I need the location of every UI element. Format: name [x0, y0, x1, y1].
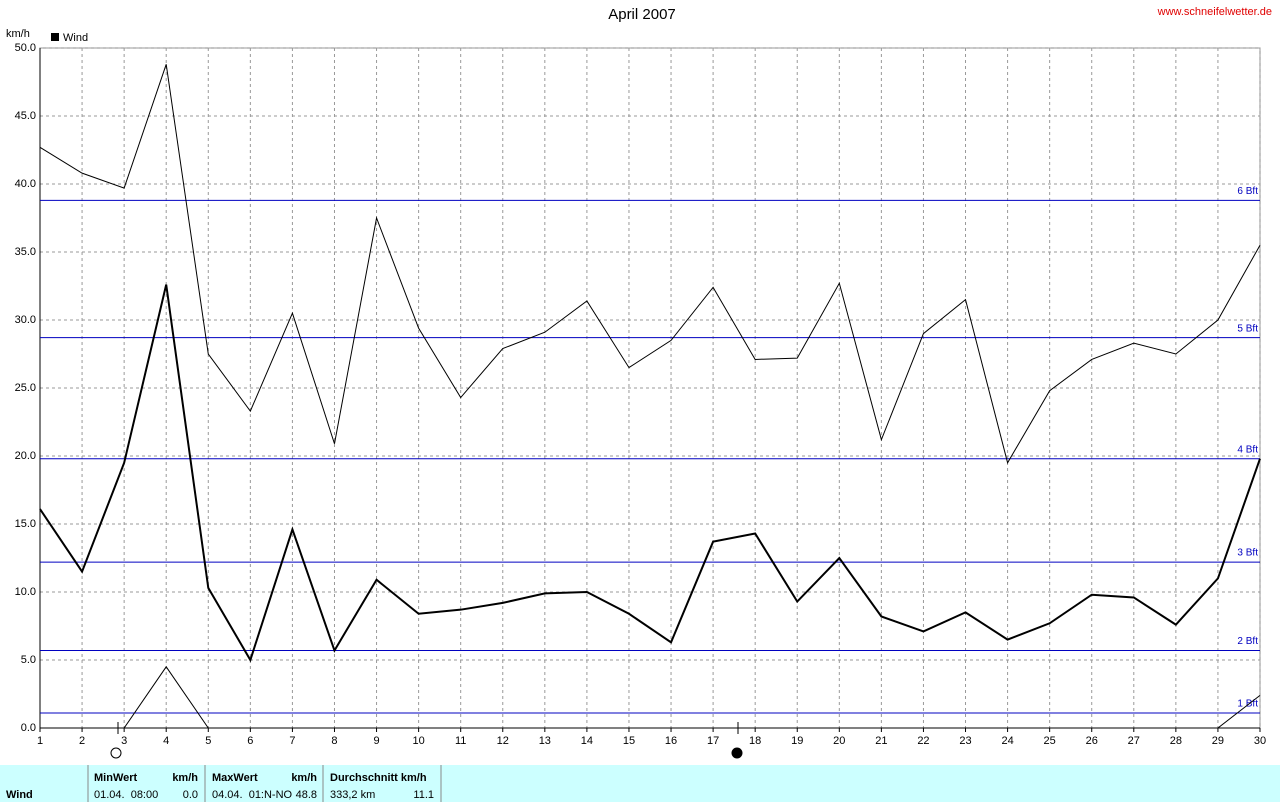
summary-row-label: Wind	[6, 789, 33, 801]
beaufort-label: 2 Bft	[1237, 636, 1258, 647]
y-tick-label: 40.0	[15, 178, 36, 190]
y-tick-label: 15.0	[15, 518, 36, 530]
max-value: 48.8	[296, 789, 317, 801]
plot: 0.0 5.0 10.0 15.0 20.0 25.0 30.0 35.0 40.0 45.0 50…	[15, 42, 1267, 747]
summary-bg	[0, 765, 1280, 802]
beaufort-label: 5 Bft	[1237, 323, 1258, 334]
x-tick-label: 22	[917, 735, 929, 747]
min-value: 0.0	[183, 789, 198, 801]
y-tick-label: 50.0	[15, 42, 36, 54]
x-tick-label: 11	[455, 735, 466, 747]
x-tick-label: 12	[497, 735, 509, 747]
y-tick-label: 20.0	[15, 450, 36, 462]
x-tick-label: 4	[163, 735, 169, 747]
x-tick-label: 13	[539, 735, 551, 747]
max-when: 04.04. 01:N-NO	[212, 789, 293, 801]
chart-title: April 2007	[608, 6, 676, 23]
min-header: MinWert	[94, 772, 138, 784]
x-tick-label: 7	[289, 735, 295, 747]
y-tick-label: 5.0	[21, 654, 36, 666]
full-moon	[110, 747, 122, 759]
x-tick-label: 21	[875, 735, 887, 747]
x-tick-label: 27	[1128, 735, 1140, 747]
y-tick-label: 30.0	[15, 314, 36, 326]
x-tick-label: 23	[959, 735, 971, 747]
y-tick-label: 35.0	[15, 246, 36, 258]
y-tick-label: 25.0	[15, 382, 36, 394]
beaufort-label: 6 Bft	[1237, 186, 1258, 197]
source: www.schneifelwetter.de	[1157, 6, 1272, 18]
new-moon	[731, 747, 743, 759]
x-tick-label: 9	[373, 735, 379, 747]
max-header: MaxWert	[212, 772, 258, 784]
max-unit: km/h	[291, 772, 317, 784]
x-tick-label: 24	[1001, 735, 1013, 747]
x-tick-label: 26	[1086, 735, 1098, 747]
x-tick-label: 8	[331, 735, 337, 747]
min-when: 01.04. 08:00	[94, 789, 158, 801]
y-unit: km/h	[6, 28, 30, 40]
avg-header: Durchschnitt km/h	[330, 772, 427, 784]
x-tick-label: 25	[1044, 735, 1056, 747]
x-tick-label: 17	[707, 735, 719, 747]
x-tick-label: 19	[791, 735, 803, 747]
x-tick-label: 3	[121, 735, 127, 747]
legend-swatch	[51, 33, 59, 41]
x-tick-label: 15	[623, 735, 635, 747]
x-tick-label: 16	[665, 735, 677, 747]
legend-label: Wind	[63, 32, 88, 44]
avg-distance: 333,2 km	[330, 789, 375, 801]
min-unit: km/h	[172, 772, 198, 784]
x-tick-label: 28	[1170, 735, 1182, 747]
beaufort-label: 4 Bft	[1237, 444, 1258, 455]
x-tick-label: 5	[205, 735, 211, 747]
series-line	[40, 665, 1261, 729]
beaufort-label: 3 Bft	[1237, 548, 1258, 559]
avg-value: 11.1	[413, 789, 434, 801]
x-tick-label: 2	[79, 735, 85, 747]
x-tick-label: 10	[412, 735, 424, 747]
summary-dividers	[87, 765, 442, 802]
y-tick-label: 10.0	[15, 586, 36, 598]
x-tick-label: 30	[1254, 735, 1266, 747]
x-tick-label: 14	[581, 735, 593, 747]
x-tick-label: 1	[37, 735, 43, 747]
y-tick-label: 45.0	[15, 110, 36, 122]
x-tick-label: 18	[749, 735, 761, 747]
x-tick-label: 20	[833, 735, 845, 747]
series-line	[39, 64, 1261, 465]
x-tick-label: 29	[1212, 735, 1224, 747]
y-tick-label: 0.0	[21, 722, 36, 734]
x-tick-label: 6	[247, 735, 253, 747]
series-line	[39, 284, 1261, 663]
